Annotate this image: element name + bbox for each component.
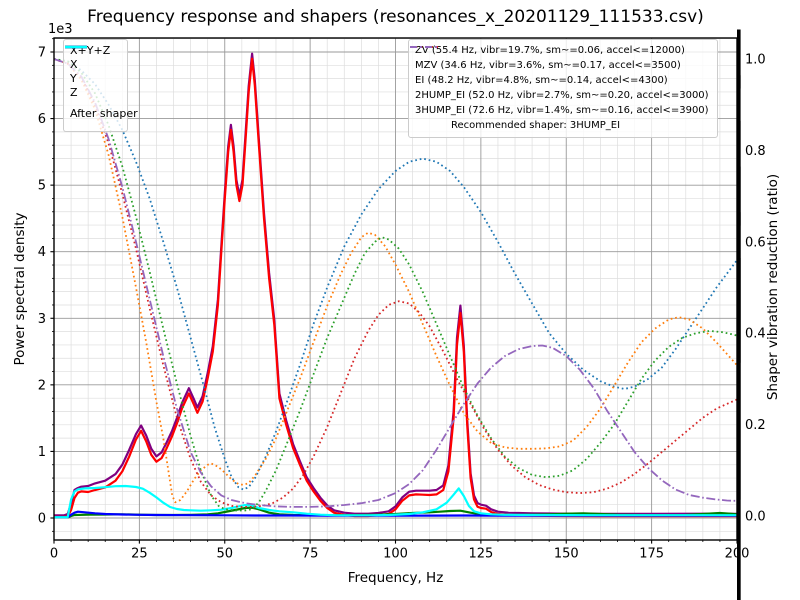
x-tick-label: 150 (554, 547, 579, 562)
legend-label-3hump-ei: 3HUMP_EI (72.6 Hz, vibr=1.4%, sm~=0.16, … (415, 105, 709, 116)
legend-label-ei: EI (48.2 Hz, vibr=4.8%, sm~=0.14, accel<… (415, 75, 668, 86)
y-right-tick-label: 0.8 (745, 144, 766, 159)
legend-label-x: X (70, 57, 78, 71)
y-left-tick-label: 4 (38, 245, 46, 260)
y-left-axis-label: Power spectral density (12, 212, 28, 366)
x-tick-label: 0 (50, 547, 58, 562)
y-axis-offset-label: 1e3 (48, 22, 73, 37)
legend-label-z: Z (70, 85, 78, 99)
curve-zv (53, 58, 738, 491)
curve-3hump-ei (53, 58, 738, 508)
legend-item-zv: ZV (55.4 Hz, vibr=19.7%, sm~=0.06, accel… (410, 43, 709, 58)
y-left-tick-label: 1 (38, 445, 46, 460)
y-right-tick-label: 0.4 (745, 327, 766, 342)
x-tick-label: 125 (468, 547, 493, 562)
legend-label-zv: ZV (55.4 Hz, vibr=19.7%, sm~=0.06, accel… (415, 45, 685, 56)
y-left-tick-label: 5 (38, 179, 46, 194)
y-left-tick-label: 6 (38, 112, 46, 127)
legend-item-x: X (65, 45, 120, 71)
x-tick-label: 100 (383, 547, 408, 562)
x-tick-label: 175 (639, 547, 664, 562)
legend-label-mzv: MZV (34.6 Hz, vibr=3.6%, sm~=0.17, accel… (415, 60, 681, 71)
plot-spines (53, 37, 738, 541)
curve-after-shaper (54, 484, 737, 519)
y-left-tick-label: 3 (38, 312, 46, 327)
legend-swatch-3hump-ei (410, 46, 439, 48)
legend-label-y: Y (70, 71, 77, 85)
y-left-tick-label: 0 (38, 512, 46, 527)
y-left-tick-label: 7 (38, 46, 46, 61)
y-right-tick-label: 0.6 (745, 235, 766, 250)
legend-item-3hump-ei: 3HUMP_EI (72.6 Hz, vibr=1.4%, sm~=0.16, … (410, 46, 709, 118)
legend-item-z: Z (65, 45, 120, 99)
legend-psd: X+Y+Z X Y Z After shaper (63, 39, 138, 132)
x-axis-label: Frequency, Hz (347, 570, 444, 586)
x-tick-label: 25 (131, 547, 148, 562)
legend-item-mzv: MZV (34.6 Hz, vibr=3.6%, sm~=0.17, accel… (410, 46, 709, 73)
y-right-axis-label: Shaper vibration reduction (ratio) (765, 173, 781, 401)
curve-x (54, 57, 737, 519)
legend-label-2hump-ei: 2HUMP_EI (52.0 Hz, vibr=2.7%, sm~=0.20, … (415, 90, 709, 101)
legend-item-2hump-ei: 2HUMP_EI (52.0 Hz, vibr=2.7%, sm~=0.20, … (410, 46, 709, 103)
legend-item-y: Y (65, 45, 120, 85)
x-tick-label: 75 (302, 547, 319, 562)
legend-recommendation: Recommended shaper: 3HUMP_EI (451, 120, 621, 131)
y-right-tick-label: 1.0 (745, 53, 766, 68)
legend-item-ei: EI (48.2 Hz, vibr=4.8%, sm~=0.14, accel<… (410, 46, 709, 88)
x-tick-label: 200 (725, 547, 750, 562)
legend-item-after-shaper: After shaper (65, 45, 138, 127)
legend-label-after-shaper: After shaper (70, 106, 138, 120)
curve-2hump-ei (53, 58, 738, 508)
curves (53, 52, 738, 519)
y-right-tick-label: 0.2 (745, 418, 766, 433)
x-tick-label: 50 (216, 547, 233, 562)
legend-recommendation-row: Recommended shaper: 3HUMP_EI (415, 118, 709, 133)
legend-swatch-after-shaper (65, 45, 87, 49)
legend-shapers: ZV (55.4 Hz, vibr=19.7%, sm~=0.06, accel… (408, 39, 718, 138)
chart-title: Frequency response and shapers (resonanc… (87, 7, 704, 27)
axis-tick-labels: 0 25 50 75 100 125 150 175 200 0 1 2 3 4 5 6 7 0.0 0.2 0.4 0… (38, 46, 766, 562)
y-right-tick-label: 0.0 (745, 510, 766, 525)
curve-ei (53, 58, 738, 512)
y-left-tick-label: 2 (38, 378, 46, 393)
